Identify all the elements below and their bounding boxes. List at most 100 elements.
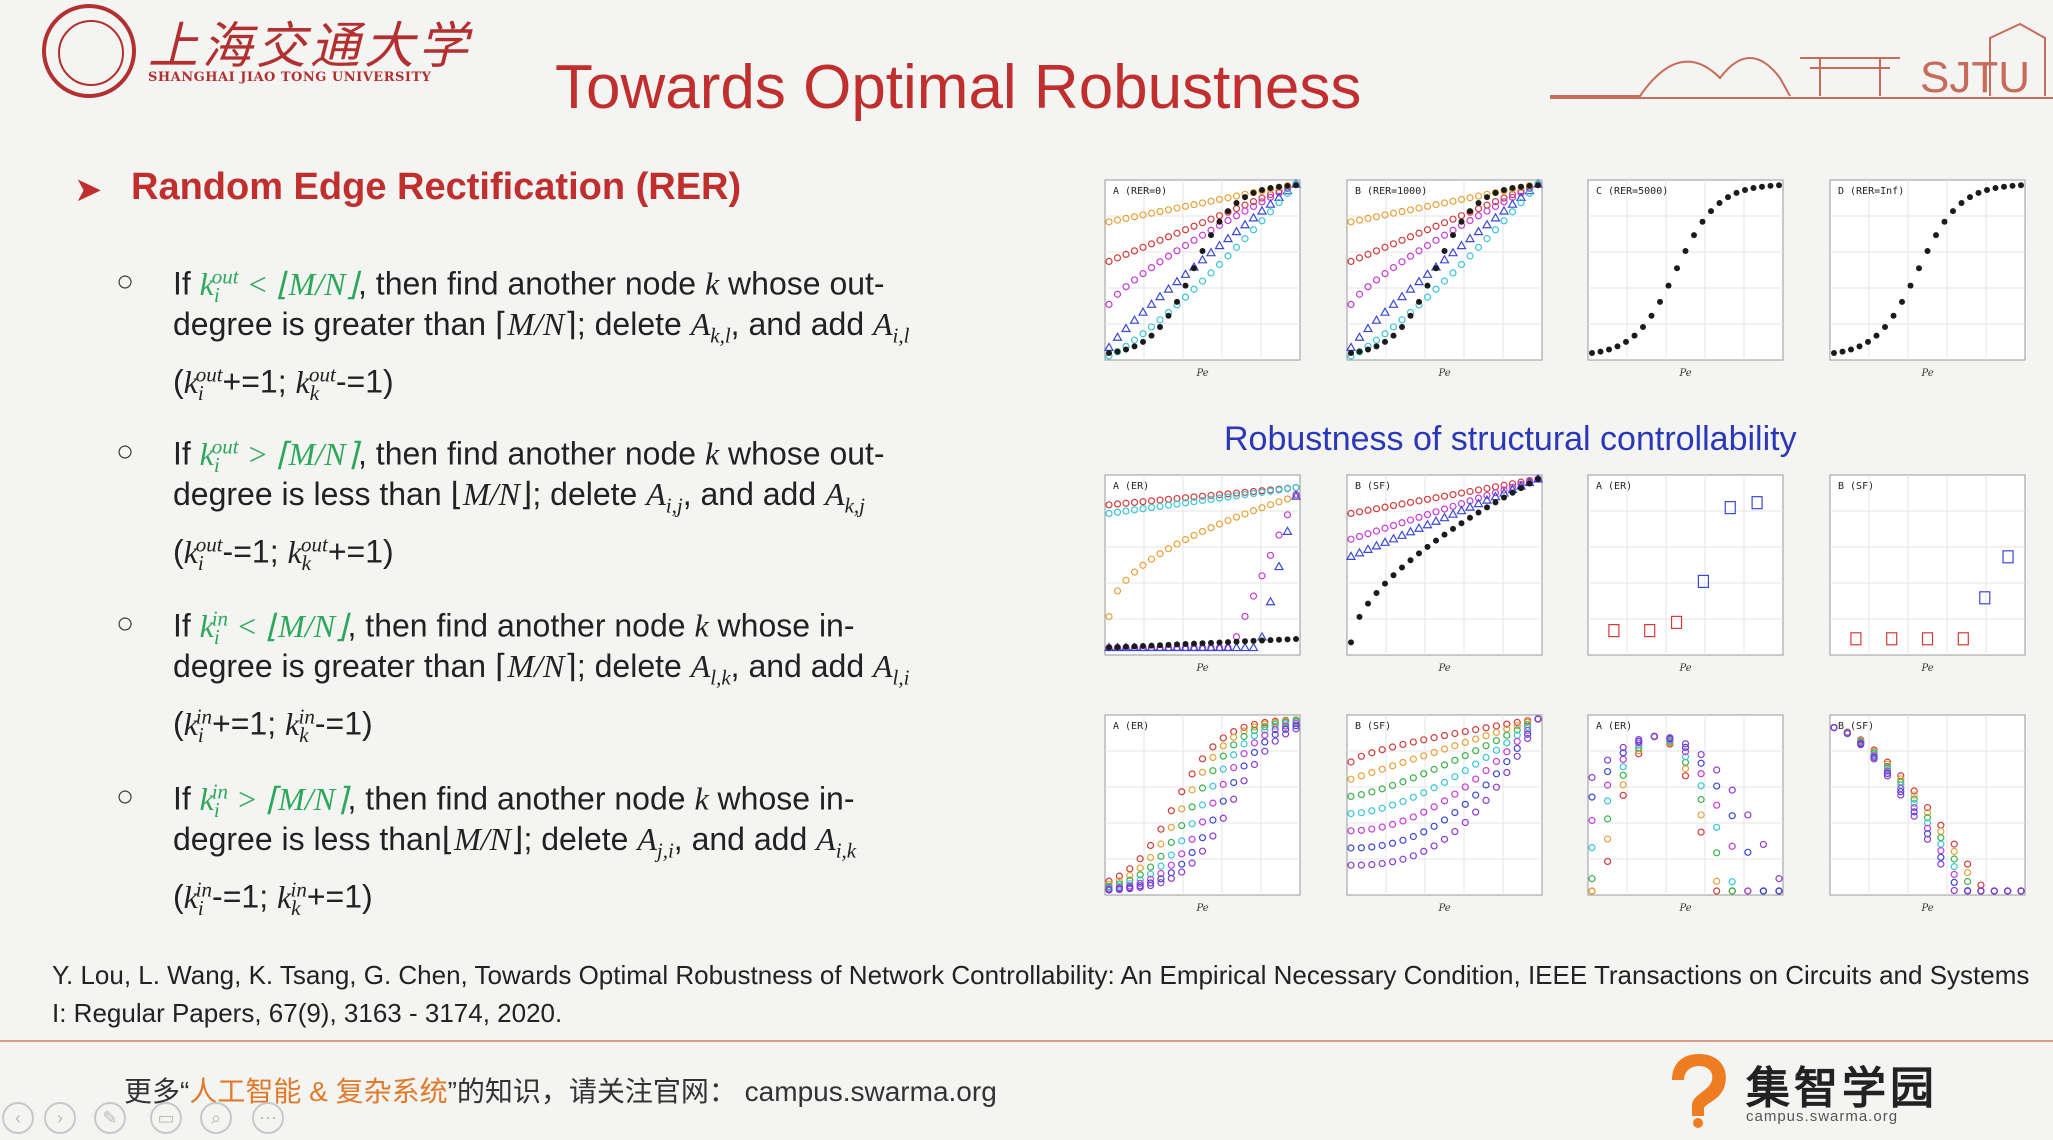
marker-series (1357, 861, 1365, 869)
marker-black (1131, 643, 1138, 650)
marker-orange (1275, 498, 1283, 506)
marker-black (1475, 199, 1482, 206)
marker-series (1409, 738, 1417, 746)
next-slide-button[interactable]: › (44, 1102, 76, 1134)
marker-series (1399, 740, 1407, 749)
prev-slide-button[interactable]: ‹ (2, 1102, 34, 1134)
marker-red (1406, 233, 1415, 241)
marker-cyan (1258, 217, 1266, 225)
marker-black (1890, 312, 1897, 319)
marker-series (1378, 804, 1386, 812)
marker-magenta (1347, 300, 1355, 308)
marker-series (1198, 834, 1207, 842)
marker-black (1873, 332, 1880, 339)
marker-blue (1345, 551, 1357, 560)
marker-orange (1147, 209, 1156, 217)
marker-red (1372, 505, 1381, 513)
marker-cyan (1224, 252, 1232, 260)
marker-series (1146, 863, 1155, 871)
marker-magenta (1283, 511, 1292, 519)
marker-cyan (1432, 285, 1440, 293)
panel-title: B (SF) (1838, 481, 1874, 492)
marker-black (1199, 640, 1206, 647)
marker-blue (1413, 276, 1425, 286)
marker-black (1484, 504, 1490, 511)
marker-red (1500, 194, 1508, 202)
marker-series (1167, 861, 1175, 869)
marker-series (1910, 795, 1918, 803)
marker-series (1292, 719, 1300, 728)
marker-blue (1354, 547, 1365, 557)
marker-black (1450, 232, 1456, 239)
marker-series (1603, 756, 1612, 764)
marker-red (1406, 498, 1415, 507)
marker-black (1416, 550, 1422, 557)
marker-series (1472, 760, 1480, 768)
marker-series (1744, 848, 1752, 856)
marker-series (1167, 823, 1175, 832)
marker-series (1950, 870, 1958, 879)
marker-black (1165, 641, 1172, 648)
marker-series (1440, 797, 1449, 805)
marker-series (1910, 791, 1918, 799)
marker-series (1347, 861, 1355, 869)
more-options-button[interactable]: ⋯ (252, 1102, 284, 1134)
marker-series (1524, 730, 1532, 738)
marker-black (1699, 218, 1706, 225)
slides-view-button[interactable]: ▭ (150, 1102, 182, 1134)
marker-series (1883, 758, 1892, 766)
marker-series (1472, 791, 1480, 799)
marker-series (1728, 812, 1736, 820)
panel-title: B (SF) (1355, 721, 1391, 732)
marker-black (1535, 476, 1541, 482)
marker-red (1449, 491, 1457, 499)
marker-series (1357, 790, 1365, 799)
marker-black (1259, 187, 1265, 194)
marker-orange (1130, 213, 1139, 221)
bullet-marker: ○ (116, 265, 135, 298)
marker-blue (1473, 226, 1484, 236)
marker-black (1114, 348, 1121, 355)
marker-red (1130, 498, 1139, 507)
pen-tool-button[interactable]: ✎ (94, 1102, 126, 1134)
marker-cyan (1474, 243, 1483, 251)
marker-series (1388, 762, 1397, 770)
marker-series (1619, 743, 1627, 752)
marker-series (1368, 807, 1376, 815)
marker-series (1897, 788, 1905, 796)
marker-magenta (1198, 231, 1207, 239)
marker-red (1423, 495, 1432, 503)
marker-black (1631, 332, 1638, 339)
marker-series (1420, 789, 1428, 797)
marker-series (1910, 787, 1918, 795)
marker-red (1440, 219, 1449, 227)
marker-blue (1248, 212, 1259, 222)
marker-orange (1139, 561, 1147, 569)
marker-black (1182, 282, 1189, 289)
marker-black (1250, 637, 1257, 644)
marker-series (1378, 859, 1386, 868)
marker-series (1697, 811, 1705, 819)
marker-series (1198, 755, 1207, 763)
marker-orange (1173, 204, 1181, 212)
marker-black (1276, 636, 1282, 643)
marker-series (1910, 799, 1918, 807)
marker-series (1178, 805, 1186, 813)
marker-series (1388, 781, 1397, 790)
marker-series (1230, 741, 1238, 749)
zoom-button[interactable]: ⌕ (200, 1102, 232, 1134)
marker-orange (1266, 501, 1275, 509)
marker-series (1910, 803, 1918, 812)
box-plot (1697, 574, 1710, 588)
marker-cyan (1164, 501, 1173, 509)
marker-orange (1207, 197, 1215, 205)
marker-blue (1282, 526, 1293, 535)
marker-red (1258, 194, 1266, 202)
marker-series (1923, 814, 1932, 822)
marker-series (1420, 828, 1428, 836)
marker-blue (1430, 516, 1442, 525)
marker-series (1482, 781, 1490, 789)
panel-title: A (ER) (1113, 481, 1149, 492)
marker-series (1399, 855, 1407, 863)
marker-black (1958, 199, 1965, 206)
